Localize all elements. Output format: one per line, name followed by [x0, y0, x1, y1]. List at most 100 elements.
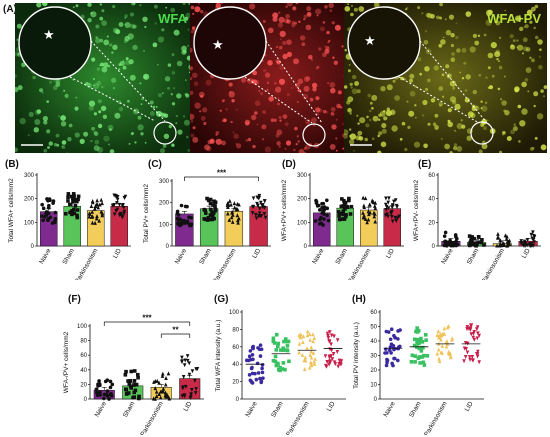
- tissue-speckle: [293, 148, 296, 152]
- tissue-speckle: [364, 137, 368, 142]
- data-point: [341, 209, 346, 213]
- data-point: [342, 217, 347, 221]
- y-tick-label: 40: [370, 339, 377, 345]
- data-point: [211, 203, 215, 207]
- data-point: [100, 201, 104, 206]
- data-point: [344, 204, 348, 209]
- tissue-speckle: [88, 100, 96, 107]
- tissue-speckle: [491, 74, 495, 78]
- data-point: [320, 201, 324, 206]
- tissue-speckle: [157, 93, 163, 98]
- tissue-speckle: [310, 58, 313, 61]
- data-point: [438, 331, 443, 336]
- tissue-speckle: [125, 59, 131, 66]
- tissue-speckle: [262, 110, 266, 114]
- tissue-speckle: [529, 56, 532, 59]
- tissue-speckle: [456, 145, 463, 152]
- data-point: [137, 394, 141, 399]
- data-point: [254, 212, 258, 217]
- tissue-speckle: [143, 50, 145, 52]
- tissue-speckle: [366, 115, 369, 119]
- tissue-speckle: [15, 87, 19, 93]
- tissue-speckle: [200, 10, 204, 14]
- tissue-speckle: [405, 8, 408, 11]
- tissue-speckle: [274, 82, 277, 85]
- y-tick-label: 30: [370, 354, 377, 360]
- data-point: [480, 238, 484, 242]
- tissue-speckle: [430, 98, 436, 103]
- data-point: [115, 207, 120, 212]
- data-point: [465, 350, 470, 355]
- tissue-speckle: [137, 115, 142, 120]
- data-point: [137, 396, 141, 401]
- tissue-speckle: [264, 72, 271, 78]
- tissue-speckle: [478, 149, 483, 153]
- data-point: [232, 205, 237, 210]
- tissue-speckle: [278, 115, 282, 119]
- tissue-speckle: [498, 65, 503, 70]
- tissue-speckle: [472, 89, 477, 95]
- tissue-speckle: [474, 40, 480, 46]
- data-point: [303, 355, 308, 360]
- data-point: [313, 219, 318, 223]
- data-point: [124, 387, 129, 392]
- tissue-speckle: [80, 14, 85, 19]
- data-point: [390, 219, 395, 224]
- data-point: [132, 390, 137, 395]
- tissue-speckle: [282, 114, 288, 119]
- tissue-speckle: [228, 82, 233, 87]
- tissue-speckle: [414, 104, 417, 107]
- data-point: [94, 387, 99, 392]
- tissue-speckle: [383, 116, 388, 121]
- data-point: [121, 202, 125, 207]
- tissue-speckle: [315, 96, 320, 101]
- data-point: [98, 393, 102, 397]
- data-point: [318, 217, 322, 222]
- tissue-speckle: [329, 9, 333, 13]
- tissue-speckle: [460, 119, 463, 122]
- tissue-speckle: [94, 139, 100, 145]
- data-point: [419, 349, 424, 353]
- tissue-speckle: [215, 140, 218, 143]
- data-point: [532, 235, 537, 240]
- data-point: [413, 354, 418, 358]
- tissue-speckle: [522, 52, 524, 55]
- data-point: [257, 211, 262, 216]
- tissue-speckle: [258, 89, 261, 92]
- data-point: [321, 206, 325, 211]
- tissue-speckle: [159, 148, 166, 153]
- data-point: [329, 348, 334, 353]
- data-point: [325, 331, 330, 336]
- tissue-speckle: [75, 96, 78, 99]
- chart-wfaneg-pv: WFA-/PV+ cells/mm2 0 20 40 60 80 100 Naive Sham P…: [63, 314, 204, 435]
- tissue-speckle: [175, 114, 178, 118]
- tissue-speckle: [459, 71, 461, 74]
- tissue-speckle: [447, 121, 453, 128]
- tissue-speckle: [161, 112, 167, 118]
- tissue-speckle: [349, 128, 352, 131]
- tissue-speckle: [296, 135, 300, 138]
- tissue-speckle: [194, 102, 201, 109]
- x-tick-label: Sham: [198, 248, 213, 266]
- y-axis-label: Total PV intensity (a.u.): [353, 322, 360, 389]
- tissue-speckle: [229, 91, 232, 94]
- data-point: [285, 344, 290, 348]
- tissue-speckle: [444, 18, 447, 21]
- tissue-speckle: [297, 78, 304, 85]
- data-point: [111, 203, 116, 208]
- tissue-speckle: [539, 48, 542, 51]
- tissue-speckle: [251, 114, 257, 121]
- data-point: [205, 196, 209, 201]
- tissue-speckle: [207, 140, 212, 145]
- data-point: [398, 328, 402, 332]
- tissue-speckle: [182, 3, 186, 5]
- tissue-speckle: [283, 18, 289, 24]
- data-point: [442, 234, 447, 238]
- significance-label: ***: [217, 169, 227, 178]
- tissue-speckle: [516, 46, 519, 49]
- tissue-speckle: [378, 131, 383, 136]
- tissue-speckle: [540, 144, 547, 151]
- tissue-speckle: [277, 22, 283, 28]
- data-point: [309, 360, 313, 365]
- data-point: [424, 338, 428, 342]
